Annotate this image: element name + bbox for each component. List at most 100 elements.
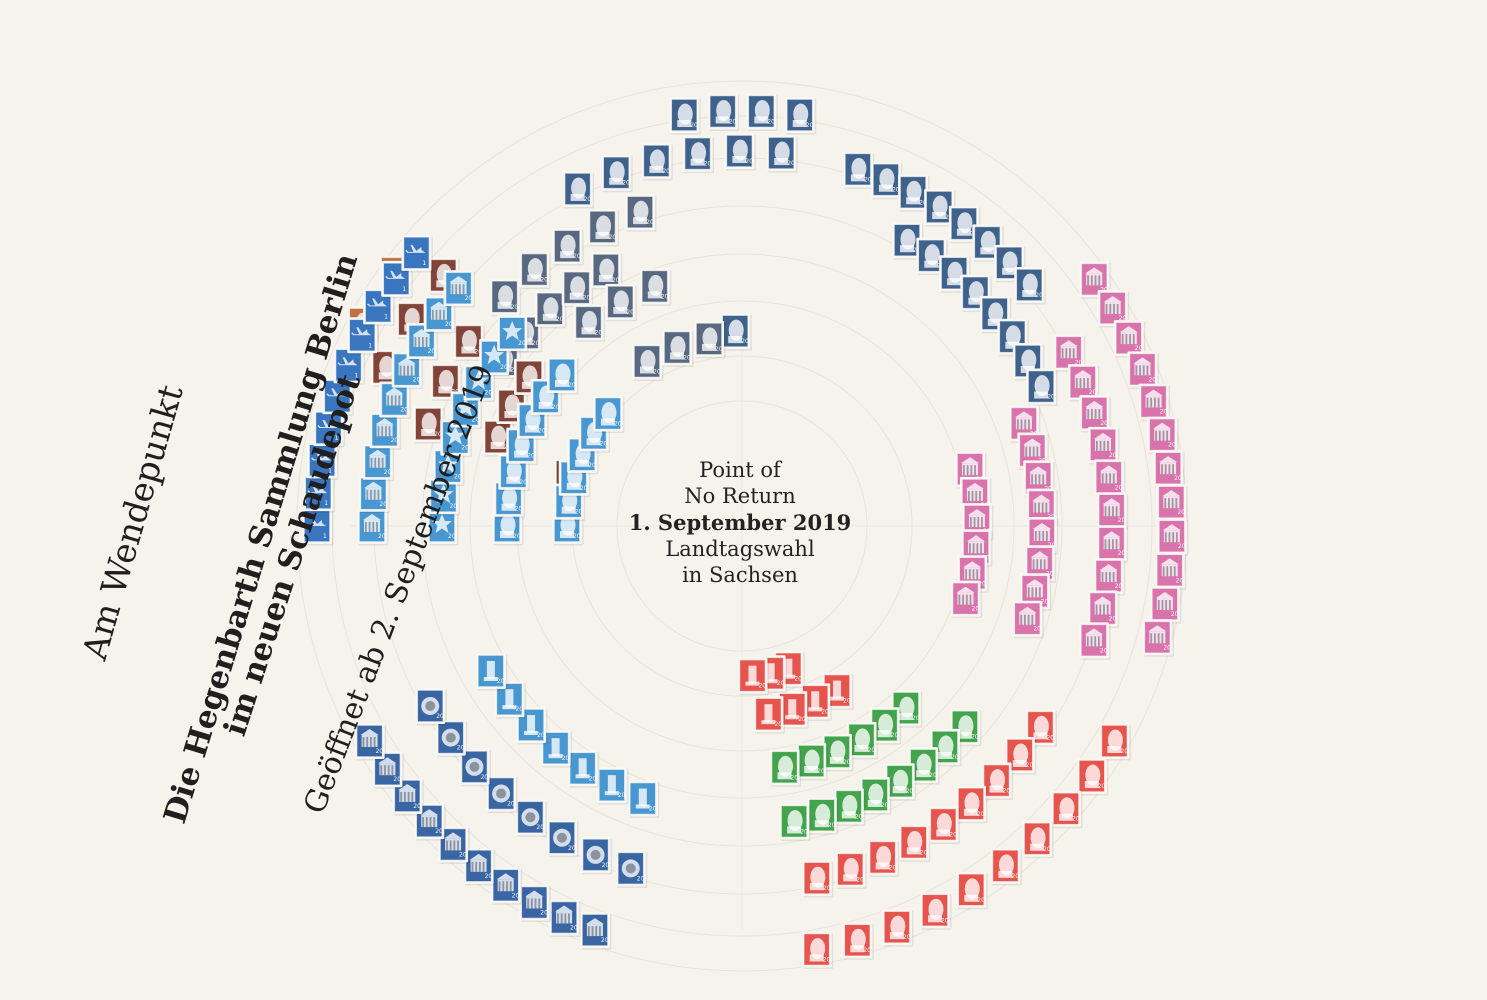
tower-shape: [607, 775, 616, 794]
portrait-head: [379, 355, 395, 377]
stamp-130: 20: [1154, 552, 1187, 590]
portrait-shoulders: [956, 228, 971, 236]
tower-base: [483, 677, 498, 681]
portrait-head: [500, 514, 516, 536]
portrait-head: [842, 794, 858, 816]
stamp-127: 20: [1153, 450, 1185, 488]
stamp-edge: [803, 933, 831, 966]
stamp-21: 20: [552, 228, 584, 266]
portrait-head: [958, 715, 974, 737]
stamp-edge: [563, 271, 591, 305]
building-column: [1166, 566, 1169, 577]
building-roof: [1084, 628, 1103, 635]
stamp-value: 20: [500, 364, 508, 371]
portrait-head: [601, 402, 617, 424]
tower-shape: [748, 665, 757, 684]
portrait-shoulders: [640, 366, 654, 374]
building-column: [410, 365, 413, 376]
stamp-134: 20: [1067, 364, 1100, 402]
stamp-edge: [594, 397, 622, 430]
portrait-shoulders: [569, 292, 584, 300]
building-column: [1090, 636, 1093, 647]
portrait-shoulders: [804, 766, 819, 774]
building-body: [1019, 612, 1036, 625]
building-column: [365, 522, 367, 532]
stamp-124: 20: [1127, 351, 1159, 389]
building-column: [968, 569, 971, 580]
stamp-value: 20: [609, 234, 617, 241]
building-roof: [496, 873, 515, 880]
building-column: [1105, 304, 1108, 315]
portrait-shoulders: [504, 410, 519, 418]
building-column: [374, 457, 377, 468]
stamp-75: 20: [427, 508, 459, 546]
plane-shape: [307, 485, 328, 494]
tower-shape: [505, 689, 514, 708]
building-column: [980, 543, 982, 554]
stamp-edge: [1080, 623, 1108, 657]
portrait-head: [560, 514, 576, 536]
portrait-head: [438, 369, 454, 391]
portrait-head: [938, 735, 954, 757]
building-roof: [385, 387, 404, 394]
stamp-value: 20: [568, 382, 576, 389]
building-column: [973, 517, 976, 528]
building-column: [599, 926, 601, 937]
coin-center: [445, 732, 456, 743]
building-column: [425, 817, 428, 828]
stamp-value: 20: [1115, 484, 1123, 491]
stamp-edge: [950, 207, 978, 241]
stamp-value: 20: [461, 445, 469, 452]
stamp-43: 20: [694, 320, 726, 359]
stamp-edge: [364, 290, 392, 323]
building-column: [429, 817, 432, 828]
stamp-value: 20: [391, 437, 399, 444]
stamp-edge: [929, 808, 957, 841]
building-body: [1103, 537, 1120, 550]
portrait-shoulders: [461, 346, 476, 354]
stamp-value: 20: [575, 509, 583, 516]
coin-center: [525, 812, 536, 823]
stamp-value: 20: [767, 118, 775, 125]
stamp-174: 20: [835, 851, 867, 889]
stamp-edge: [771, 750, 798, 784]
building-column: [969, 594, 972, 605]
stamp-value: 20: [929, 772, 937, 779]
stamp-value: 20: [864, 176, 872, 183]
building-column: [1034, 474, 1037, 485]
portrait-shoulders: [1107, 746, 1122, 753]
stamp-178: 20: [908, 747, 940, 785]
portrait-head: [570, 276, 586, 298]
portrait-head: [596, 215, 612, 237]
portrait-shoulders: [1084, 781, 1099, 789]
building-body: [369, 455, 386, 468]
stamp-value: 20: [941, 917, 949, 924]
stamp-value: 20: [863, 947, 871, 954]
stamp-value: 20: [661, 293, 669, 300]
stamp-value: 20: [1089, 389, 1097, 396]
building-roof: [555, 905, 574, 912]
stamp-166: 20: [801, 931, 834, 969]
star-shape: [484, 345, 505, 365]
stamp-edge: [684, 137, 711, 171]
plane-shape: [405, 244, 426, 253]
stamp-rings: 20 20 20 20 20 20 20 20 20 20 20 20 20 20 20 20 20 20 20 20…: [302, 93, 1189, 969]
portrait-shoulders: [875, 862, 890, 870]
portrait-head: [498, 285, 514, 307]
stamp-109: 20: [515, 799, 547, 837]
building-column: [388, 426, 391, 437]
stamp-189: 20: [769, 749, 802, 787]
stamp-edge: [487, 777, 515, 810]
stamp-value: 1: [402, 286, 406, 293]
building-column: [969, 517, 972, 528]
stamp-edge: [589, 210, 616, 244]
stamp-96: 20: [579, 912, 612, 950]
building-roof: [1085, 267, 1104, 274]
building-column: [1175, 532, 1178, 543]
building-column: [377, 489, 380, 500]
building-body: [964, 567, 981, 580]
stamp-value: 20: [1109, 616, 1117, 623]
portrait-head: [980, 230, 996, 252]
building-column: [391, 395, 393, 406]
building-column: [407, 791, 410, 802]
